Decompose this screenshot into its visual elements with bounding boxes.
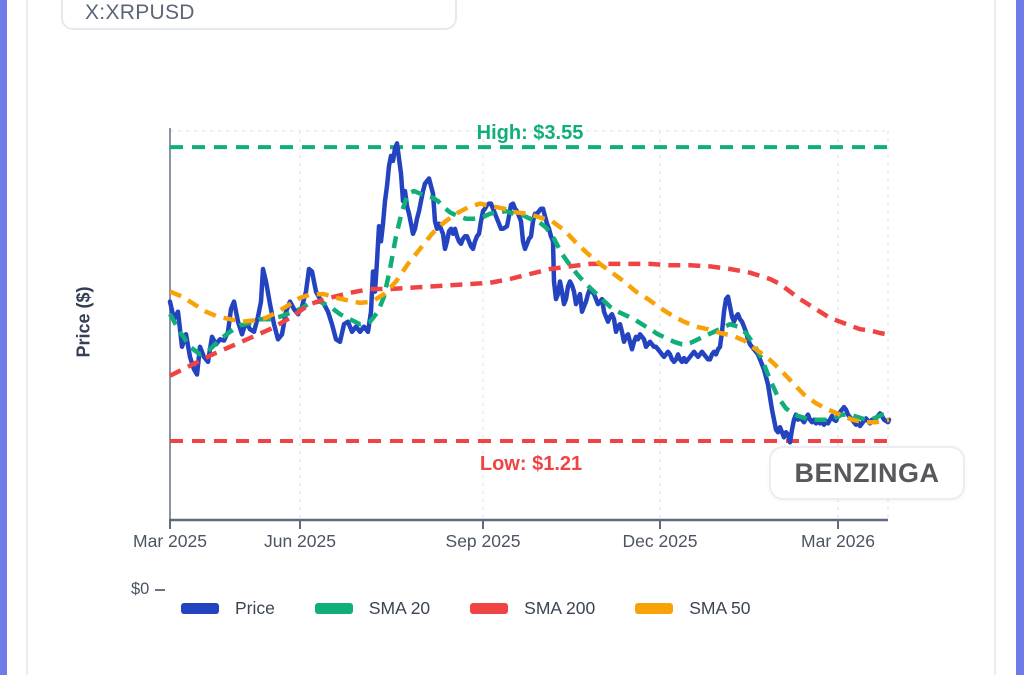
sma20-line bbox=[168, 188, 889, 422]
x-tick-label-4: Mar 2026 bbox=[801, 531, 875, 551]
benzinga-logo: BENZINGA bbox=[769, 446, 965, 500]
card-border-right bbox=[994, 0, 996, 675]
x-tick-label-0: Mar 2025 bbox=[133, 531, 207, 551]
x-tick-label-1: Jun 2025 bbox=[264, 531, 336, 551]
legend-item-sma200[interactable]: SMA 200 bbox=[470, 598, 595, 619]
x-tick-label-3: Dec 2025 bbox=[623, 531, 698, 551]
high-annotation-label: High: $3.55 bbox=[477, 122, 584, 144]
sma20-swatch bbox=[314, 603, 353, 614]
symbol-text: X:XRPUSD bbox=[85, 1, 195, 24]
sma200-swatch bbox=[470, 603, 509, 614]
sma50-line bbox=[169, 201, 890, 425]
price-swatch bbox=[181, 603, 219, 614]
x-tick-label-2: Sep 2025 bbox=[446, 531, 521, 551]
legend-item-sma50[interactable]: SMA 50 bbox=[635, 598, 751, 619]
legend-item-price[interactable]: Price bbox=[181, 598, 275, 619]
symbol-input[interactable]: X:XRPUSD bbox=[61, 0, 457, 30]
y-zero-tick: $0 bbox=[131, 580, 166, 599]
page-frame-right bbox=[1016, 0, 1024, 675]
price-line bbox=[167, 141, 892, 445]
tick-mark bbox=[155, 588, 166, 591]
page-frame-left bbox=[0, 0, 7, 675]
chart-legend: Price SMA 20 SMA 200 SMA 50 bbox=[181, 598, 751, 619]
legend-item-sma20[interactable]: SMA 20 bbox=[314, 598, 430, 619]
sma200-line bbox=[168, 261, 888, 378]
low-annotation-label: Low: $1.21 bbox=[480, 453, 582, 475]
card-border-left bbox=[26, 0, 28, 675]
sma50-swatch bbox=[635, 603, 674, 614]
